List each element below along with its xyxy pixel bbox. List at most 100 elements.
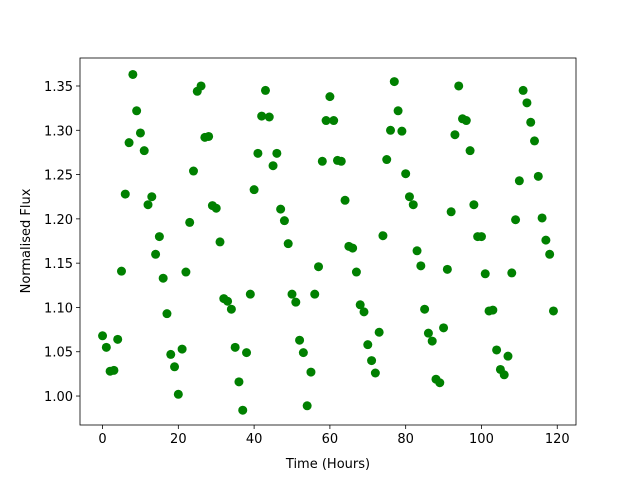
point — [177, 344, 187, 354]
point — [480, 269, 490, 279]
point — [329, 116, 339, 126]
point — [404, 192, 414, 202]
x-tick-label: 0 — [98, 432, 106, 447]
point — [181, 267, 191, 277]
point — [351, 267, 361, 277]
point — [537, 213, 547, 223]
point — [204, 131, 214, 141]
y-tick-label: 1.00 — [44, 390, 73, 405]
point — [291, 297, 301, 307]
point — [545, 249, 555, 259]
point — [423, 328, 433, 338]
point — [412, 246, 422, 256]
point — [245, 289, 255, 299]
point — [416, 261, 426, 271]
point — [340, 195, 350, 205]
point — [109, 365, 119, 375]
point — [314, 262, 324, 272]
x-tick-label: 40 — [246, 432, 263, 447]
point — [435, 378, 445, 388]
point — [461, 116, 471, 126]
point — [548, 306, 558, 316]
point — [272, 148, 282, 158]
point — [143, 200, 153, 210]
x-tick-label: 80 — [397, 432, 414, 447]
point — [98, 331, 108, 341]
point — [268, 161, 278, 171]
point — [420, 304, 430, 314]
point — [511, 215, 521, 225]
point — [439, 323, 449, 333]
plot-frame — [79, 57, 577, 426]
point — [310, 289, 320, 299]
point — [503, 351, 513, 361]
x-tick-label: 120 — [545, 432, 570, 447]
point — [397, 126, 407, 136]
y-axis-label: Normalised Flux — [19, 188, 34, 293]
point — [317, 156, 327, 166]
point — [139, 146, 149, 156]
point — [393, 106, 403, 116]
point — [279, 216, 289, 226]
point — [242, 348, 252, 358]
point — [401, 169, 411, 179]
point — [147, 192, 157, 202]
y-tick-label: 1.35 — [44, 80, 73, 95]
point — [427, 336, 437, 346]
point — [170, 362, 180, 372]
x-tick-label: 60 — [322, 432, 339, 447]
point — [185, 217, 195, 227]
point — [465, 146, 475, 156]
point — [488, 305, 498, 315]
point — [257, 111, 267, 121]
point — [211, 203, 221, 213]
x-axis-label: Time (Hours) — [285, 457, 370, 472]
point — [295, 335, 305, 345]
point — [325, 92, 335, 102]
point — [370, 368, 380, 378]
point — [492, 345, 502, 355]
point — [124, 138, 134, 148]
point — [298, 348, 308, 358]
point — [173, 389, 183, 399]
point — [120, 189, 130, 199]
point — [253, 148, 263, 158]
point — [321, 116, 331, 126]
point — [101, 342, 111, 352]
point — [234, 377, 244, 387]
point — [113, 334, 123, 344]
point — [507, 268, 517, 278]
point — [287, 289, 297, 299]
point — [158, 273, 168, 283]
point — [363, 340, 373, 350]
point — [389, 77, 399, 87]
point — [476, 232, 486, 242]
point — [367, 356, 377, 366]
point — [408, 200, 418, 210]
point — [135, 128, 145, 138]
point — [283, 239, 293, 249]
point — [116, 266, 126, 276]
point — [260, 85, 270, 95]
x-tick-label: 100 — [469, 432, 494, 447]
point — [541, 235, 551, 245]
y-tick-label: 1.15 — [44, 257, 73, 272]
point — [302, 401, 312, 411]
x-tick-label: 20 — [170, 432, 187, 447]
point — [223, 296, 233, 306]
point — [442, 264, 452, 274]
point — [276, 204, 286, 214]
y-tick-label: 1.20 — [44, 213, 73, 228]
point — [359, 307, 369, 317]
point — [526, 117, 536, 127]
y-tick-label: 1.10 — [44, 301, 73, 316]
y-tick-label: 1.05 — [44, 346, 73, 361]
point — [514, 176, 524, 186]
point — [374, 327, 384, 337]
point — [518, 85, 528, 95]
point — [306, 367, 316, 377]
point — [355, 300, 365, 310]
point — [469, 200, 479, 210]
